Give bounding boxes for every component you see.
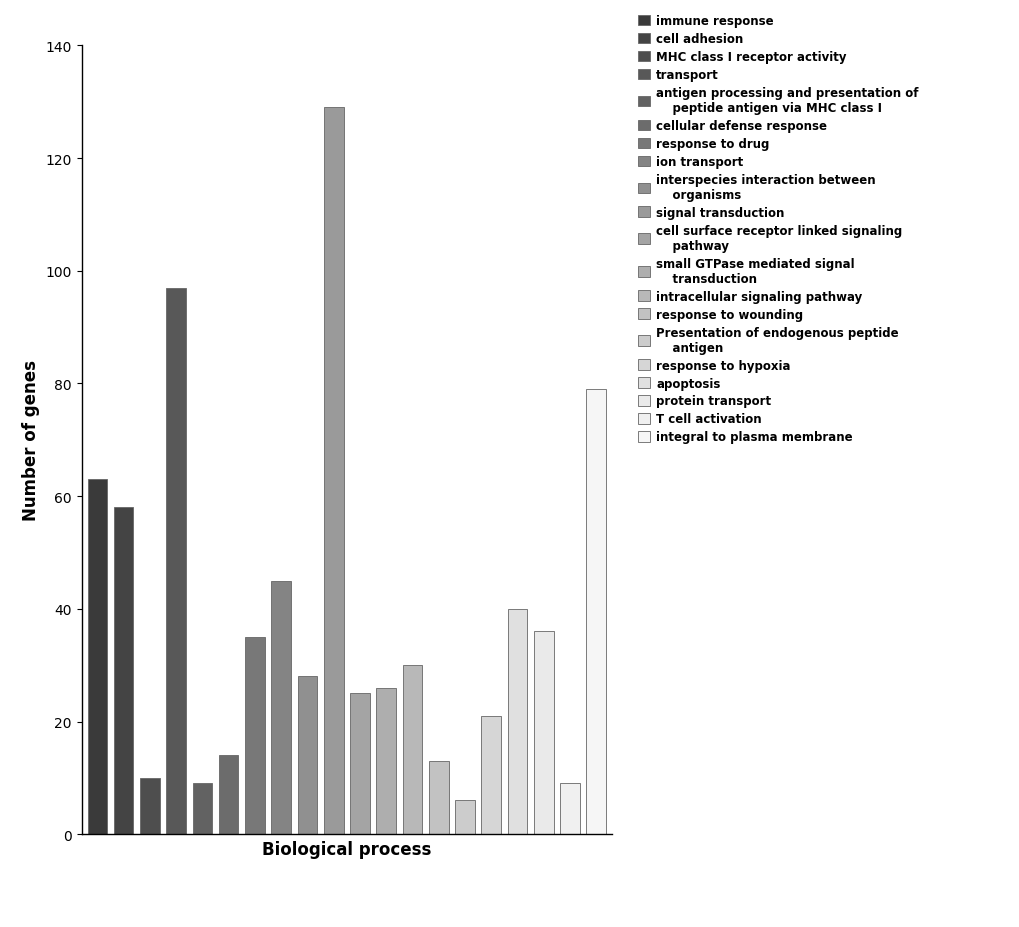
Bar [403, 666, 422, 834]
Bar [559, 783, 579, 834]
Bar [428, 761, 448, 834]
Bar [586, 389, 605, 834]
Bar [481, 716, 500, 834]
X-axis label: Biological process: Biological process [262, 840, 431, 857]
Bar [193, 783, 212, 834]
Bar [323, 108, 343, 834]
Bar [298, 677, 317, 834]
Bar [454, 801, 474, 834]
Bar [140, 778, 160, 834]
Bar [88, 480, 107, 834]
Bar [245, 638, 265, 834]
Bar [114, 508, 133, 834]
Bar [271, 581, 290, 834]
Bar [219, 756, 238, 834]
Bar [350, 693, 370, 834]
Legend: immune response, cell adhesion, MHC class I receptor activity, transport, antige: immune response, cell adhesion, MHC clas… [638, 15, 918, 444]
Bar [507, 609, 527, 834]
Bar [166, 288, 185, 834]
Bar [533, 631, 553, 834]
Bar [376, 688, 395, 834]
Y-axis label: Number of genes: Number of genes [22, 360, 40, 521]
